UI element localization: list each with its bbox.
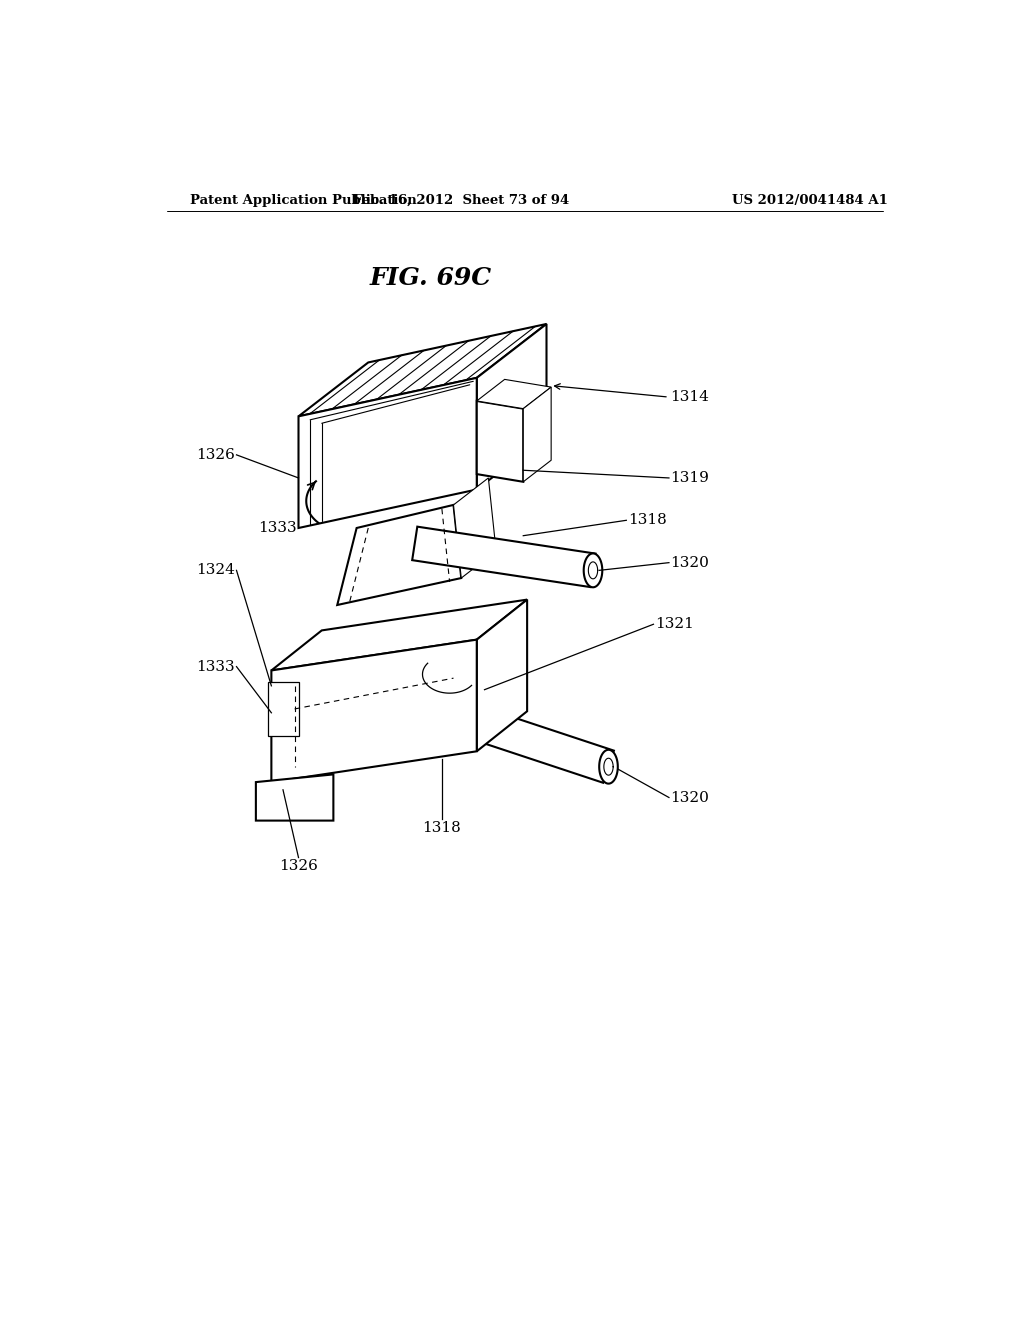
Polygon shape xyxy=(477,323,547,490)
Polygon shape xyxy=(267,682,299,737)
Text: 1314: 1314 xyxy=(671,391,710,404)
Polygon shape xyxy=(299,378,477,528)
Polygon shape xyxy=(477,401,523,482)
Polygon shape xyxy=(337,506,461,605)
Polygon shape xyxy=(256,775,334,821)
Text: 1324: 1324 xyxy=(196,564,234,577)
Polygon shape xyxy=(271,599,527,671)
Text: 1319: 1319 xyxy=(671,471,710,484)
Text: Feb. 16, 2012  Sheet 73 of 94: Feb. 16, 2012 Sheet 73 of 94 xyxy=(353,194,569,207)
Text: 1318: 1318 xyxy=(423,821,461,834)
Polygon shape xyxy=(394,681,614,783)
Text: 1320: 1320 xyxy=(671,556,710,570)
Text: 1326: 1326 xyxy=(280,859,317,873)
Text: 1320: 1320 xyxy=(671,791,710,804)
Text: 1333: 1333 xyxy=(197,660,234,673)
Polygon shape xyxy=(584,553,602,587)
Text: US 2012/0041484 A1: US 2012/0041484 A1 xyxy=(732,194,889,207)
Polygon shape xyxy=(454,478,496,578)
Text: FIG. 69C: FIG. 69C xyxy=(370,265,492,290)
Polygon shape xyxy=(299,323,547,416)
Polygon shape xyxy=(477,379,551,409)
Polygon shape xyxy=(477,599,527,751)
Text: 1321: 1321 xyxy=(655,618,694,631)
Text: 1318: 1318 xyxy=(628,513,667,527)
Text: Patent Application Publication: Patent Application Publication xyxy=(190,194,417,207)
Polygon shape xyxy=(599,750,617,784)
Polygon shape xyxy=(523,387,551,482)
Text: 1333: 1333 xyxy=(258,521,297,535)
Polygon shape xyxy=(413,527,596,587)
Text: 1326: 1326 xyxy=(196,447,234,462)
Polygon shape xyxy=(271,640,477,781)
